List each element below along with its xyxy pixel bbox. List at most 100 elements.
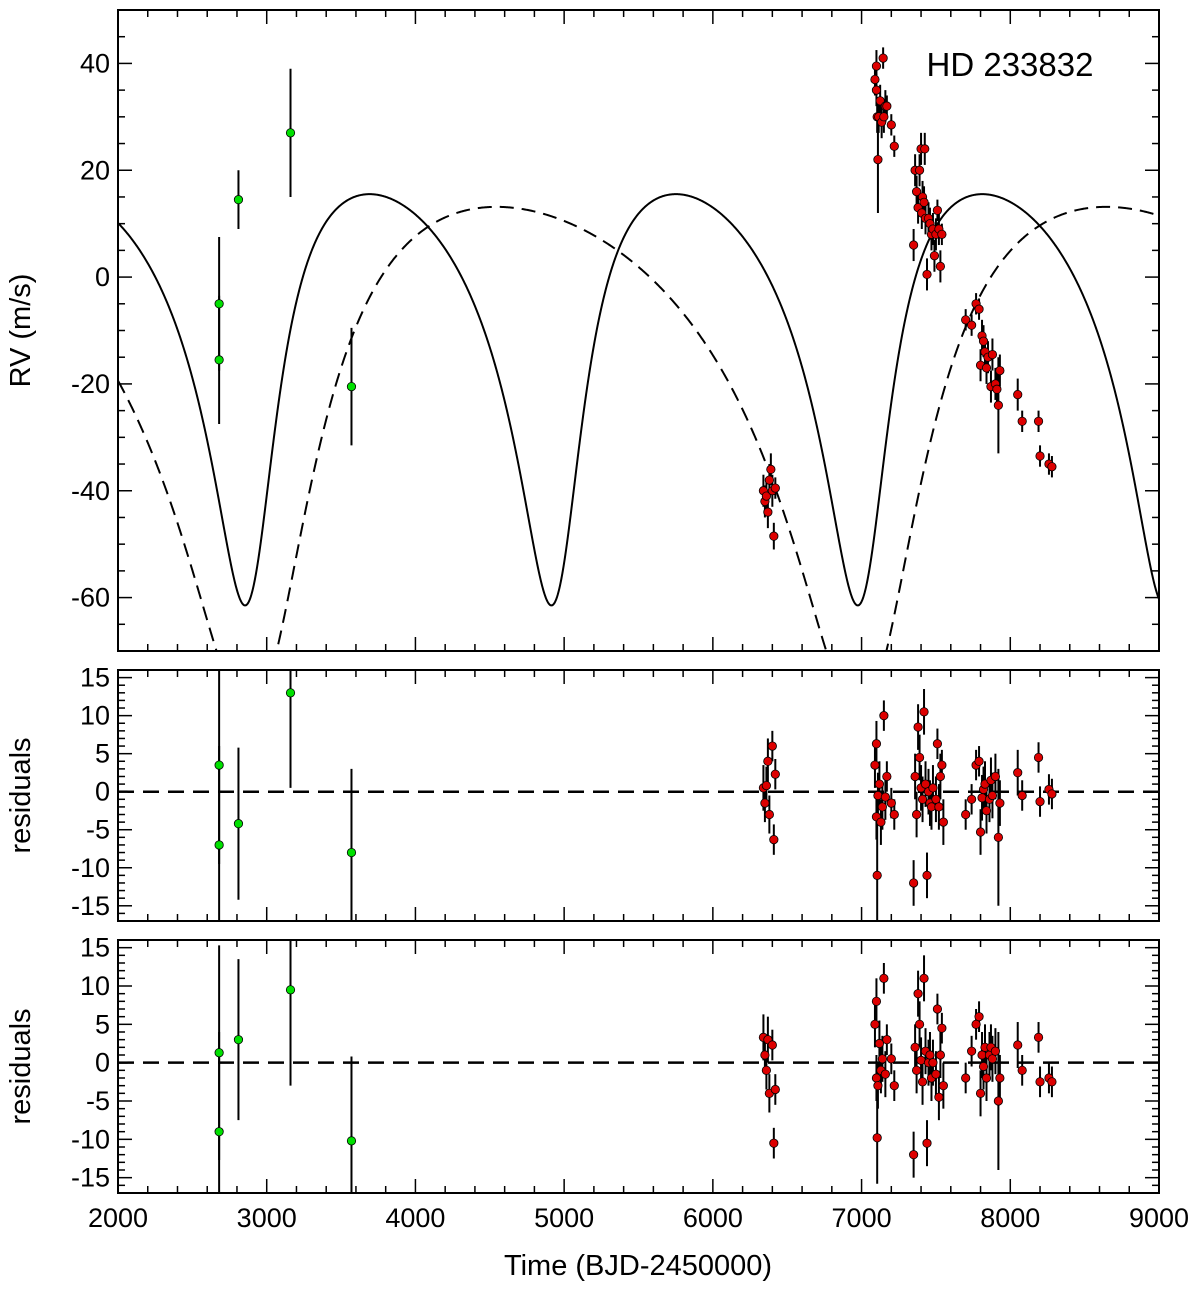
data-point-recent bbox=[886, 798, 896, 808]
data-point-recent bbox=[767, 741, 777, 751]
data-point-recent bbox=[769, 835, 779, 845]
y-tick-label: 15 bbox=[80, 933, 110, 963]
data-point-recent bbox=[995, 365, 1005, 376]
data-point-recent bbox=[1013, 1040, 1023, 1050]
data-point-recent bbox=[911, 809, 922, 820]
data-point-recent bbox=[993, 1096, 1003, 1106]
rv-panel: 40 20 0 -20 -40 -60 RV (m/s) bbox=[5, 9, 1160, 652]
data-point-early bbox=[233, 195, 244, 205]
y-tick-label: -60 bbox=[71, 583, 110, 613]
data-point-recent bbox=[919, 197, 929, 207]
data-point-recent bbox=[872, 1133, 882, 1143]
model-curve-solution-2 bbox=[118, 205, 1159, 651]
data-point-recent bbox=[877, 1054, 887, 1064]
data-point-recent bbox=[889, 1081, 899, 1091]
data-point-recent bbox=[769, 531, 779, 541]
data-point-recent bbox=[974, 1012, 984, 1022]
data-point-recent bbox=[932, 205, 943, 215]
y-tick-label: 0 bbox=[95, 262, 110, 292]
data-point-early bbox=[285, 688, 296, 698]
data-point-recent bbox=[922, 269, 932, 280]
data-point-recent bbox=[882, 101, 892, 111]
data-point-recent bbox=[925, 1050, 935, 1060]
y-axis-label: RV (m/s) bbox=[5, 274, 37, 388]
y-tick-label: -5 bbox=[86, 815, 110, 845]
data-point-recent bbox=[769, 1138, 779, 1148]
data-point-recent bbox=[1035, 796, 1045, 807]
data-point-recent bbox=[917, 1077, 928, 1087]
data-point-recent bbox=[931, 794, 941, 804]
data-point-recent bbox=[993, 832, 1003, 842]
y-tick-label: -10 bbox=[71, 853, 110, 883]
data-point-recent bbox=[935, 261, 945, 271]
data-point-recent bbox=[760, 1050, 770, 1060]
data-point-recent bbox=[911, 187, 922, 197]
data-point-recent bbox=[961, 1073, 971, 1083]
data-point-recent bbox=[967, 1046, 977, 1056]
data-point-recent bbox=[770, 483, 780, 493]
panel-plot-area bbox=[118, 47, 1159, 651]
chart-title: HD 233832 bbox=[927, 46, 1094, 83]
data-point-recent bbox=[992, 384, 1002, 394]
data-point-recent bbox=[987, 349, 998, 360]
data-point-early bbox=[214, 1127, 224, 1137]
data-point-recent bbox=[913, 989, 923, 999]
data-point-recent bbox=[987, 1054, 998, 1064]
y-tick-label: 10 bbox=[80, 701, 110, 731]
data-point-recent bbox=[880, 792, 890, 802]
y-tick-label: -20 bbox=[71, 369, 110, 399]
data-point-early bbox=[285, 128, 296, 138]
data-point-early bbox=[214, 760, 224, 770]
data-point-recent bbox=[990, 771, 1001, 782]
data-point-recent bbox=[882, 771, 892, 782]
y-tick-label: -5 bbox=[86, 1086, 110, 1116]
data-point-recent bbox=[870, 1019, 880, 1029]
data-point-recent bbox=[971, 1019, 981, 1029]
data-point-recent bbox=[1033, 416, 1044, 426]
data-point-recent bbox=[910, 1042, 920, 1052]
data-point-recent bbox=[770, 769, 780, 779]
data-point-recent bbox=[872, 870, 882, 880]
data-point-recent bbox=[770, 1084, 780, 1095]
data-point-recent bbox=[1047, 1077, 1057, 1087]
data-point-recent bbox=[914, 1019, 925, 1029]
x-tick-label: 4000 bbox=[385, 1203, 445, 1233]
y-tick-label: -15 bbox=[71, 1163, 110, 1193]
x-tick-label: 7000 bbox=[832, 1203, 892, 1233]
data-point-recent bbox=[913, 722, 923, 732]
data-point-recent bbox=[917, 794, 928, 804]
data-point-recent bbox=[880, 1069, 890, 1079]
y-tick-label: 15 bbox=[80, 663, 110, 693]
data-point-recent bbox=[978, 1061, 989, 1072]
panel-plot-area bbox=[118, 940, 1159, 1193]
data-point-recent bbox=[929, 251, 940, 261]
data-point-recent bbox=[871, 61, 882, 71]
data-point-recent bbox=[871, 739, 882, 749]
y-tick-label: -10 bbox=[71, 1124, 110, 1154]
data-point-recent bbox=[928, 783, 938, 793]
data-point-recent bbox=[995, 1073, 1005, 1083]
data-point-recent bbox=[879, 112, 889, 122]
data-point-recent bbox=[763, 507, 773, 517]
residuals-panel-2: 2000 3000 4000 5000 6000 7000 8000 9000 15 10 5 0 -5… bbox=[5, 933, 1189, 1233]
data-point-recent bbox=[990, 1046, 1001, 1056]
x-tick-label: 2000 bbox=[88, 1203, 148, 1233]
data-point-early bbox=[346, 1136, 357, 1146]
data-point-recent bbox=[961, 809, 971, 820]
data-point-recent bbox=[914, 165, 925, 175]
data-point-recent bbox=[931, 1069, 941, 1079]
data-point-recent bbox=[934, 1092, 944, 1102]
data-point-recent bbox=[967, 320, 977, 330]
y-tick-label: 5 bbox=[95, 739, 110, 769]
data-point-recent bbox=[975, 1088, 986, 1098]
data-point-recent bbox=[876, 817, 886, 827]
panel-plot-area bbox=[118, 670, 1159, 921]
data-point-recent bbox=[922, 1138, 932, 1148]
data-point-recent bbox=[764, 475, 774, 485]
data-point-recent bbox=[766, 464, 776, 474]
data-point-recent bbox=[975, 827, 986, 837]
y-tick-label: 40 bbox=[80, 48, 110, 78]
data-point-recent bbox=[1033, 1032, 1044, 1042]
data-point-recent bbox=[764, 809, 774, 820]
